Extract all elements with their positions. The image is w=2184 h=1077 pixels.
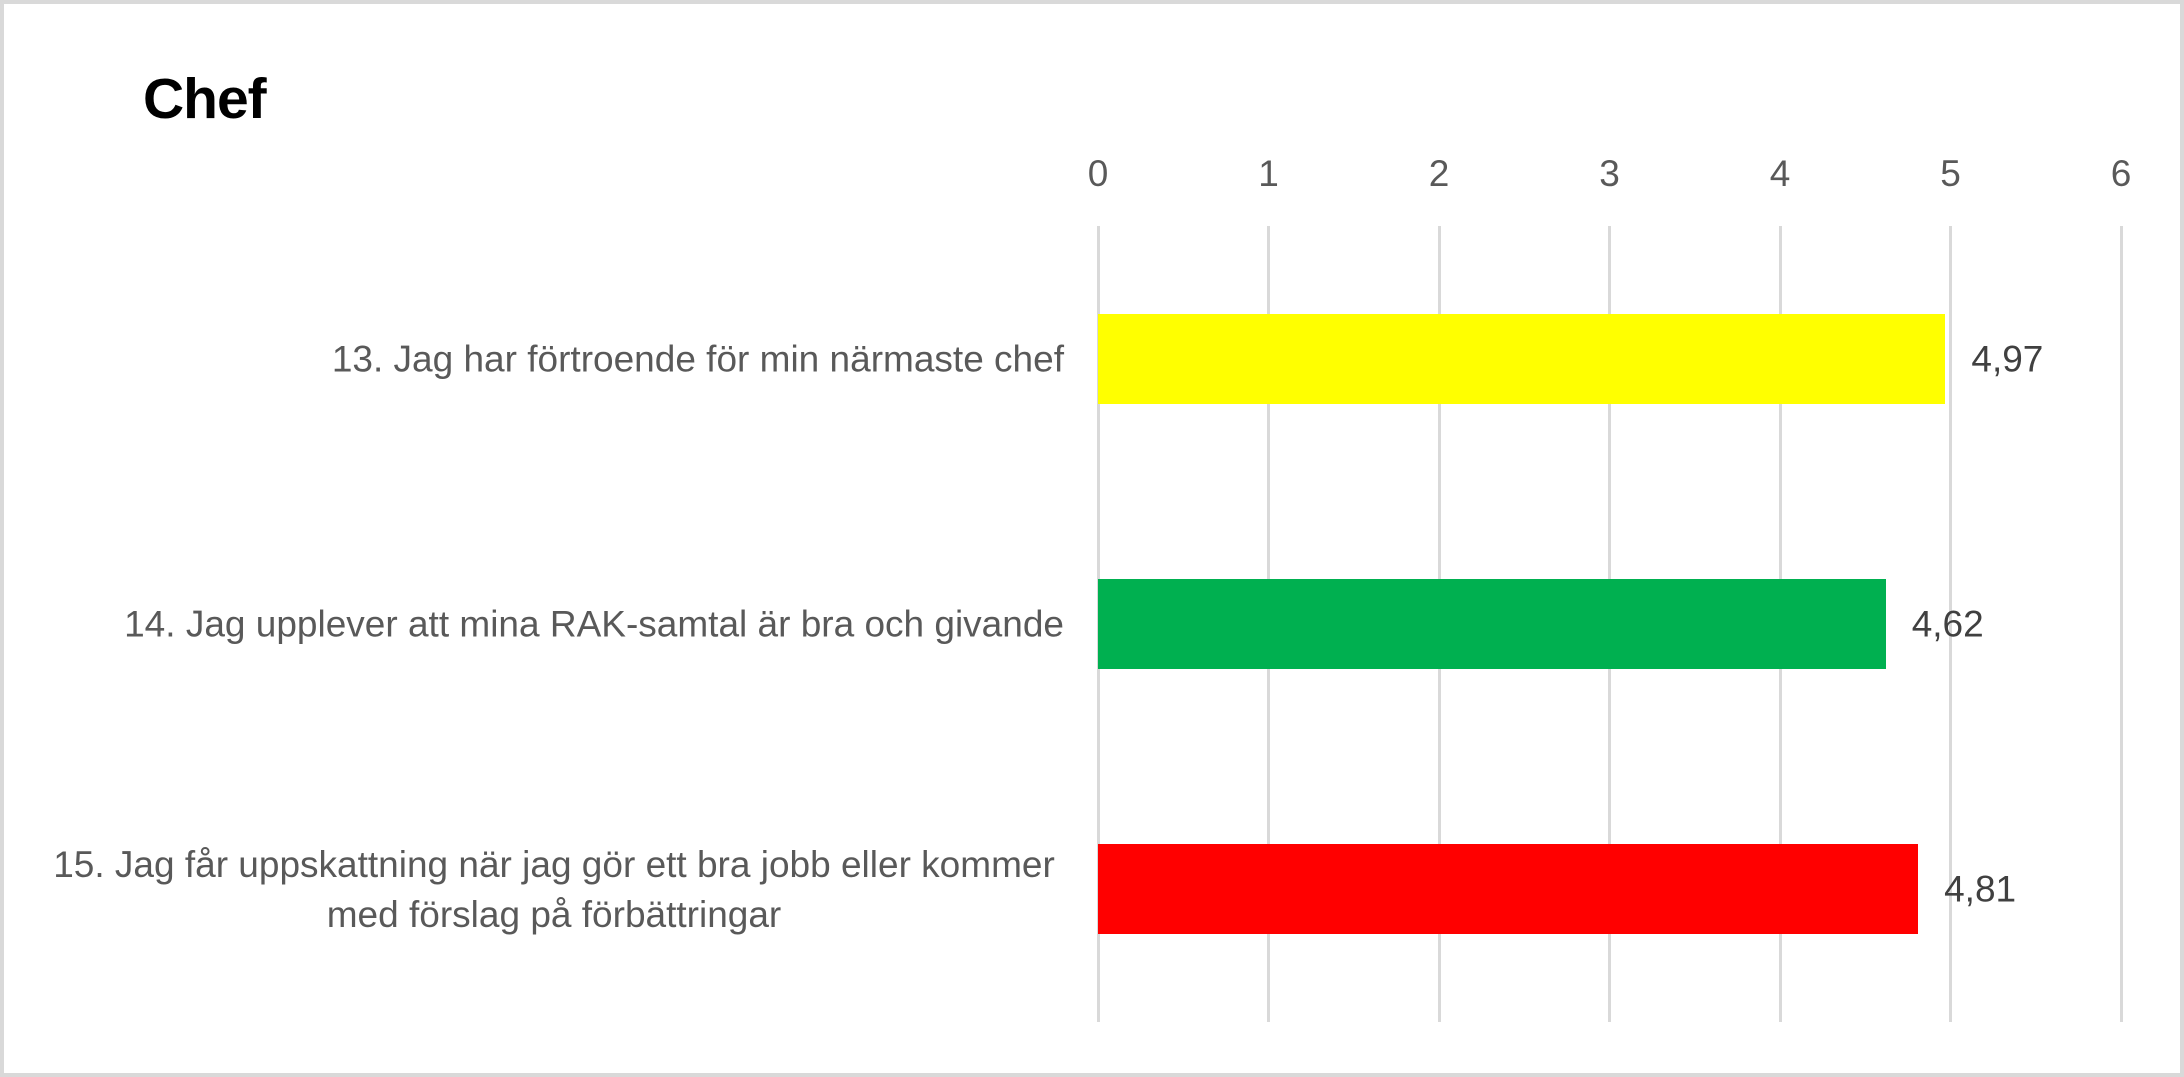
x-axis-tick-label: 0 xyxy=(1087,153,1109,194)
bar xyxy=(1098,313,1946,404)
bar xyxy=(1098,844,1919,935)
gridline xyxy=(2119,226,2123,1022)
chart-title: Chef xyxy=(143,67,267,131)
x-axis-tick-label: 2 xyxy=(1428,153,1450,194)
x-axis-tick-label: 5 xyxy=(1940,153,1961,194)
x-axis-tick-label: 1 xyxy=(1258,153,1279,194)
gridline xyxy=(1949,226,1952,1022)
category-label: 14. Jag upplever att mina RAK-samtal är … xyxy=(124,603,1064,645)
bar-value-label: 4,97 xyxy=(1971,338,2044,380)
bar-value-label: 4,62 xyxy=(1911,603,1984,645)
plot-container: Chef 0 1 2 3 4 5 6 4,97 4,62 4,81 13. Jag har fö… xyxy=(4,4,2180,1073)
bar xyxy=(1098,579,1886,669)
category-label: 13. Jag har förtroende för min närmaste … xyxy=(331,338,1064,380)
x-axis-tick-label: 6 xyxy=(2110,153,2132,194)
category-label: 15. Jag får uppskattning när jag gör ett… xyxy=(53,844,1055,935)
bar-value-label: 4,81 xyxy=(1944,868,2017,910)
x-axis-tick-label: 3 xyxy=(1599,153,1620,194)
x-axis-tick-label: 4 xyxy=(1769,153,1791,194)
